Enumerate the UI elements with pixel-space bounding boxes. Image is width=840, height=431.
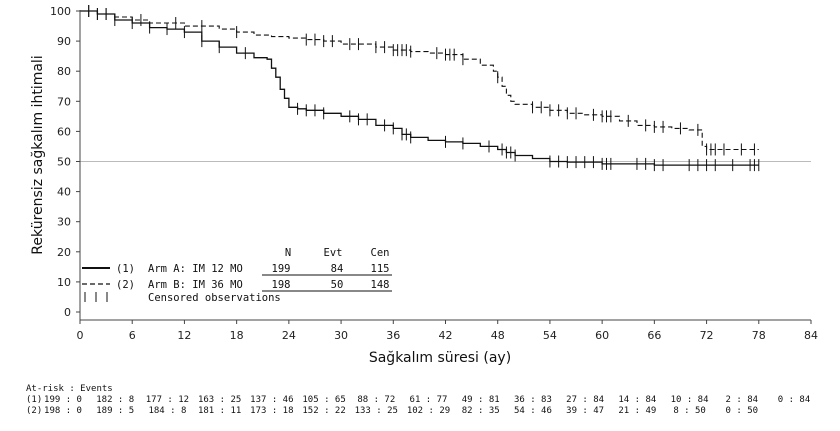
at-risk-cell: 54 : 46 <box>514 406 552 416</box>
x-axis-title: Sağkalım süresi (ay) <box>369 350 511 366</box>
legend-series-1-evt: 84 <box>331 263 344 275</box>
y-tick-label: 0 <box>64 306 71 319</box>
at-risk-cell: 173 : 18 <box>250 406 293 416</box>
at-risk-row-1-id: (1) <box>26 395 42 405</box>
legend-header-n: N <box>285 247 291 259</box>
y-axis-title: Rekürensiz sağkalım ihtimali <box>30 55 46 254</box>
at-risk-cell: 105 : 65 <box>302 395 345 405</box>
at-risk-cell: 10 : 84 <box>671 395 709 405</box>
at-risk-cell: 133 : 25 <box>355 406 398 416</box>
x-tick-label: 18 <box>230 329 244 342</box>
legend-series-2-n: 198 <box>272 279 291 291</box>
legend-series-1-cen: 115 <box>371 263 390 275</box>
legend-series-1-id: (1) <box>116 263 135 275</box>
at-risk-row-2-id: (2) <box>26 406 42 416</box>
at-risk-cell: 2 : 84 <box>726 395 759 405</box>
y-tick-label: 30 <box>57 216 71 229</box>
x-tick-label: 60 <box>595 329 609 342</box>
x-tick-label: 12 <box>177 329 191 342</box>
at-risk-cell: 181 : 11 <box>198 406 241 416</box>
legend-series-2-id: (2) <box>116 279 135 291</box>
at-risk-cell: 184 : 8 <box>148 406 186 416</box>
at-risk-cell: 0 : 84 <box>778 395 811 405</box>
legend-series-2-evt: 50 <box>331 279 344 291</box>
at-risk-cell: 8 : 50 <box>673 406 706 416</box>
x-tick-label: 54 <box>543 329 557 342</box>
y-tick-label: 70 <box>57 95 71 108</box>
at-risk-cells: 199 : 0 182 : 8 177 : 12 163 : 25 137 : 46 10… <box>44 395 810 416</box>
tick-labels: 0 6 12 18 24 30 36 42 48 54 60 66 72 78 84 0 10 20 30 40 50 6… <box>50 5 818 342</box>
y-tick-label: 100 <box>50 5 71 18</box>
x-tick-label: 6 <box>129 329 136 342</box>
x-tick-label: 30 <box>334 329 348 342</box>
at-risk-cell: 189 : 5 <box>96 406 134 416</box>
at-risk-cell: 39 : 47 <box>566 406 604 416</box>
at-risk-cell: 14 : 84 <box>618 395 656 405</box>
x-tick-label: 78 <box>752 329 766 342</box>
at-risk-cell: 199 : 0 <box>44 395 82 405</box>
x-tick-label: 84 <box>804 329 818 342</box>
at-risk-cell: 27 : 84 <box>566 395 604 405</box>
x-tick-label: 42 <box>439 329 453 342</box>
at-risk-cell: 49 : 81 <box>462 395 500 405</box>
at-risk-cell: 0 : 50 <box>726 406 759 416</box>
y-tick-label: 60 <box>57 125 71 138</box>
at-risk-cell: 182 : 8 <box>96 395 134 405</box>
at-risk-cell: 102 : 29 <box>407 406 450 416</box>
at-risk-cell: 88 : 72 <box>357 395 395 405</box>
legend-series-2-cen: 148 <box>371 279 390 291</box>
at-risk-cell: 21 : 49 <box>618 406 656 416</box>
x-tick-label: 0 <box>77 329 84 342</box>
legend-series-2-name: Arm B: IM 36 MO <box>148 279 243 291</box>
y-tick-label: 50 <box>57 156 71 169</box>
y-tick-label: 20 <box>57 246 71 259</box>
survival-curve-1 <box>80 10 759 166</box>
legend: N Evt Cen (1) Arm A: IM 12 MO 199 84 115… <box>82 247 392 304</box>
x-tick-label: 24 <box>282 329 296 342</box>
at-risk-cell: 61 : 77 <box>410 395 448 405</box>
at-risk-cell: 137 : 46 <box>250 395 293 405</box>
survival-curves <box>80 5 760 172</box>
at-risk-cell: 36 : 83 <box>514 395 552 405</box>
legend-header-evt: Evt <box>324 247 343 259</box>
legend-series-1-n: 199 <box>272 263 291 275</box>
at-risk-cell: 198 : 0 <box>44 406 82 416</box>
survival-curve-2 <box>80 10 759 151</box>
at-risk-cell: 163 : 25 <box>198 395 241 405</box>
x-tick-label: 48 <box>491 329 505 342</box>
y-tick-label: 80 <box>57 65 71 78</box>
legend-censor-mark-sample <box>84 292 108 302</box>
y-tick-label: 10 <box>57 276 71 289</box>
y-tick-label: 40 <box>57 186 71 199</box>
x-tick-label: 36 <box>386 329 400 342</box>
legend-header-cen: Cen <box>371 247 390 259</box>
y-tick-label: 90 <box>57 35 71 48</box>
at-risk-title: At-risk : Events <box>26 384 113 394</box>
at-risk-cell: 177 : 12 <box>146 395 189 405</box>
legend-series-1-name: Arm A: IM 12 MO <box>148 263 243 275</box>
at-risk-cell: 82 : 35 <box>462 406 500 416</box>
x-tick-label: 66 <box>647 329 661 342</box>
legend-censored-label: Censored observations <box>148 292 281 304</box>
x-tick-label: 72 <box>700 329 714 342</box>
at-risk-cell: 152 : 22 <box>302 406 345 416</box>
